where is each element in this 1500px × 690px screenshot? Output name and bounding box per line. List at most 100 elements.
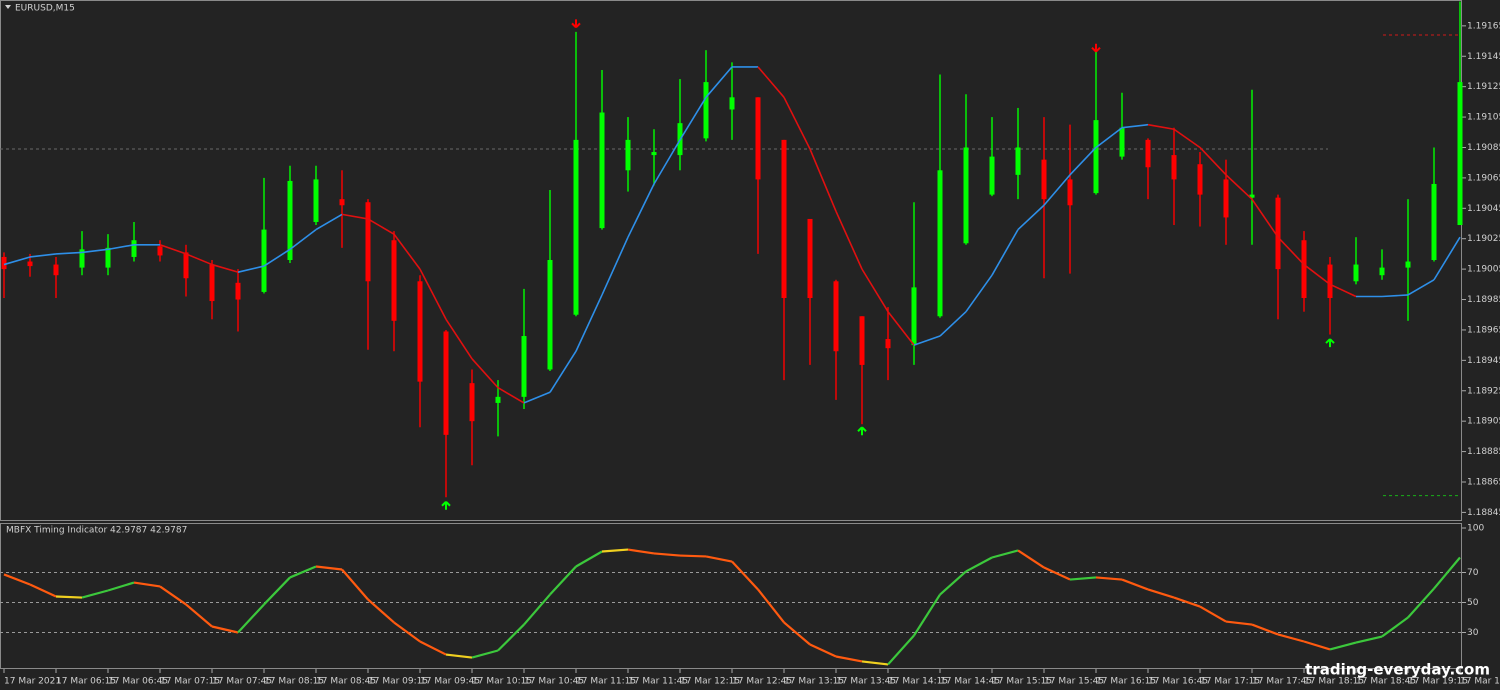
x-tick-label: 17 Mar 18:15 <box>1304 677 1364 687</box>
x-tick-label: 17 Mar 13:15 <box>784 677 844 687</box>
ma-segment <box>1043 174 1071 206</box>
candle-body <box>989 156 995 195</box>
ma-segment <box>705 66 733 98</box>
candle-body <box>1067 179 1073 206</box>
candle-body <box>157 246 163 256</box>
indicator-segment <box>627 548 655 555</box>
indicator-segment <box>1017 549 1045 569</box>
ma-segment <box>913 335 941 346</box>
indicator-segment <box>1147 588 1175 599</box>
ma-segment <box>107 244 135 251</box>
ma-segment <box>1095 127 1123 149</box>
main-pane-border <box>0 0 1462 521</box>
ma-segment <box>81 248 109 254</box>
x-tick-label: 17 Mar 17:15 <box>1200 677 1260 687</box>
candle-body <box>365 202 371 282</box>
y-tick-label: 1.18885 <box>1467 447 1500 457</box>
candle-body <box>859 316 865 365</box>
ma-segment <box>1173 128 1201 149</box>
ma-segment <box>575 294 603 352</box>
indicator-segment <box>1407 587 1435 619</box>
ma-segment <box>1381 294 1409 298</box>
candle-body <box>807 218 813 299</box>
y-tick-label: 1.19045 <box>1467 204 1500 214</box>
x-tick-label: 17 Mar 07:15 <box>160 677 220 687</box>
indicator-segment <box>1095 576 1123 581</box>
candle-body <box>287 180 293 260</box>
ma-segment <box>627 183 655 238</box>
symbol-title: EURUSD,M15 <box>15 4 75 14</box>
indicator-segment <box>913 593 941 637</box>
candle-body <box>1197 164 1203 195</box>
x-tick-label: 17 Mar 18:45 <box>1356 677 1416 687</box>
ma-segment <box>1433 236 1461 281</box>
x-tick-label: 17 Mar 17:45 <box>1252 677 1312 687</box>
y-tick-label: 70 <box>1467 568 1479 578</box>
y-tick-label: 1.18905 <box>1467 417 1500 427</box>
ma-segment <box>549 350 577 393</box>
y-tick-label: 1.18865 <box>1467 477 1500 487</box>
x-tick-label: 17 Mar 08:45 <box>316 677 376 687</box>
candle-body <box>235 282 241 300</box>
ma-segment <box>1147 123 1175 131</box>
y-tick-label: 100 <box>1467 524 1484 534</box>
ma-segment <box>497 387 525 404</box>
candle-body <box>1015 147 1021 175</box>
x-tick-label: 17 Mar 14:15 <box>888 677 948 687</box>
y-tick-label: 1.19085 <box>1467 143 1500 153</box>
candle-body <box>27 261 33 267</box>
indicator-title: MBFX Timing Indicator 42.9787 42.9787 <box>6 526 187 536</box>
candle-body <box>417 281 423 382</box>
candle-body <box>1249 194 1255 198</box>
ma-segment <box>1225 174 1253 200</box>
x-tick-label: 17 Mar 11:15 <box>576 677 636 687</box>
candle-body <box>1379 267 1385 276</box>
ma-segment <box>445 318 473 360</box>
ma-segment <box>887 311 915 346</box>
candle-body <box>729 97 735 110</box>
ma-segment <box>55 251 83 255</box>
y-tick-label: 1.18845 <box>1467 508 1500 518</box>
indicator-segment <box>809 643 837 658</box>
x-tick-label: 17 Mar 10:15 <box>472 677 532 687</box>
x-tick-label: 17 Mar 13:45 <box>836 677 896 687</box>
candle-body <box>391 240 397 321</box>
ma-segment <box>1329 283 1357 298</box>
candle-body <box>209 264 215 302</box>
indicator-segment <box>393 621 421 643</box>
ma-segment <box>1121 123 1149 129</box>
y-tick-label: 1.19145 <box>1467 52 1500 62</box>
candle-body <box>1119 127 1125 157</box>
indicator-segment <box>107 581 135 592</box>
indicator-segment <box>315 565 343 571</box>
indicator-segment <box>367 598 395 624</box>
indicator-segment <box>133 581 161 588</box>
ma-segment <box>1069 146 1097 176</box>
candle-body <box>1405 261 1411 268</box>
indicator-segment <box>549 565 577 596</box>
candle-body <box>833 281 839 352</box>
x-tick-label: 17 Mar 16:45 <box>1148 677 1208 687</box>
ma-segment <box>159 244 187 255</box>
indicator-segment <box>29 583 57 598</box>
candle-body <box>1353 264 1359 282</box>
indicator-segment <box>185 603 213 628</box>
ma-segment <box>1303 263 1331 285</box>
candle-body <box>599 112 605 229</box>
signal-arrow <box>441 501 451 510</box>
candle-body <box>1171 155 1177 180</box>
indicator-segment <box>523 593 551 626</box>
y-tick-label: 1.19005 <box>1467 265 1500 275</box>
ma-segment <box>679 96 707 141</box>
candle-body <box>573 139 579 315</box>
indicator-segment <box>965 556 993 573</box>
ma-segment <box>809 148 837 212</box>
indicator-segment <box>1381 616 1409 638</box>
menu-triangle[interactable] <box>5 5 11 9</box>
candle-body <box>131 240 137 257</box>
x-tick-label: 17 Mar 12:45 <box>732 677 792 687</box>
y-tick-label: 1.19025 <box>1467 234 1500 244</box>
indicator-segment <box>1069 576 1097 581</box>
indicator-segment <box>1173 596 1201 608</box>
y-tick-label: 1.19165 <box>1467 21 1500 31</box>
